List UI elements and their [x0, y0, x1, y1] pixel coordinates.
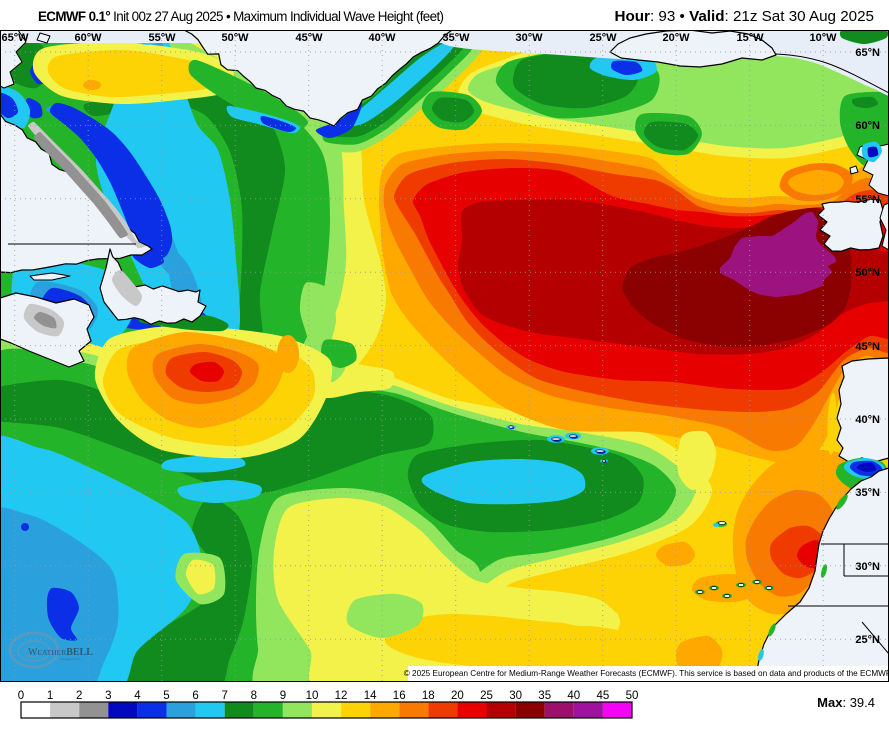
- svg-text:Analytics LLC: Analytics LLC: [60, 657, 82, 661]
- svg-text:0: 0: [18, 690, 24, 702]
- svg-text:35°W: 35°W: [442, 32, 470, 44]
- svg-text:15°W: 15°W: [736, 32, 764, 44]
- svg-text:© 2025 European Centre for Med: © 2025 European Centre for Medium-Range …: [404, 669, 889, 678]
- svg-text:9: 9: [280, 690, 286, 702]
- svg-text:45°N: 45°N: [855, 341, 880, 353]
- svg-text:12: 12: [335, 690, 348, 702]
- svg-text:2: 2: [76, 690, 82, 702]
- svg-text:18: 18: [422, 690, 435, 702]
- svg-text:60°W: 60°W: [74, 32, 102, 44]
- svg-text:5: 5: [163, 690, 169, 702]
- svg-text:65°W: 65°W: [1, 32, 29, 44]
- svg-text:40°N: 40°N: [855, 414, 880, 426]
- svg-text:55°W: 55°W: [148, 32, 176, 44]
- svg-text:40: 40: [567, 690, 580, 702]
- svg-text:35: 35: [538, 690, 551, 702]
- svg-text:25: 25: [480, 690, 493, 702]
- svg-text:50°W: 50°W: [221, 32, 249, 44]
- svg-text:60°N: 60°N: [855, 120, 880, 132]
- svg-text:25°W: 25°W: [589, 32, 617, 44]
- svg-text:14: 14: [364, 690, 377, 702]
- svg-text:20°W: 20°W: [662, 32, 690, 44]
- svg-text:Max: 39.4: Max: 39.4: [817, 695, 875, 710]
- svg-text:6: 6: [192, 690, 198, 702]
- svg-text:8: 8: [251, 690, 257, 702]
- svg-text:16: 16: [393, 690, 406, 702]
- svg-text:20: 20: [451, 690, 464, 702]
- svg-text:1: 1: [47, 690, 53, 702]
- svg-text:40°W: 40°W: [368, 32, 396, 44]
- svg-text:65°N: 65°N: [855, 47, 880, 59]
- svg-text:WEATHERBELL: WEATHERBELL: [28, 647, 93, 658]
- svg-text:25°N: 25°N: [855, 634, 880, 646]
- svg-text:10°W: 10°W: [809, 32, 837, 44]
- svg-text:45°W: 45°W: [295, 32, 323, 44]
- svg-text:3: 3: [105, 690, 111, 702]
- svg-text:55°N: 55°N: [855, 194, 880, 206]
- svg-text:7: 7: [221, 690, 227, 702]
- svg-text:30: 30: [509, 690, 522, 702]
- svg-text:30°W: 30°W: [515, 32, 543, 44]
- svg-text:45: 45: [597, 690, 610, 702]
- svg-text:50°N: 50°N: [855, 267, 880, 279]
- svg-text:10: 10: [306, 690, 319, 702]
- svg-text:35°N: 35°N: [855, 487, 880, 499]
- svg-text:30°N: 30°N: [855, 561, 880, 573]
- svg-text:4: 4: [134, 690, 141, 702]
- svg-text:50: 50: [626, 690, 639, 702]
